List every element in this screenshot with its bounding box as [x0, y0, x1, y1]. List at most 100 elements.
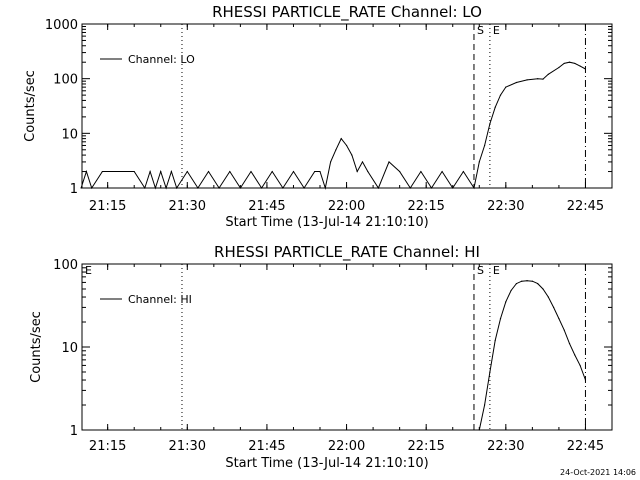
x-tick-label: 22:30	[487, 199, 524, 214]
time-marker-label: E	[85, 264, 92, 277]
chart-title: RHESSI PARTICLE_RATE Channel: LO	[212, 3, 482, 22]
data-point	[282, 187, 284, 189]
x-tick-label: 22:00	[328, 199, 365, 214]
data-point	[409, 187, 411, 189]
plot-frame	[81, 263, 613, 431]
data-point	[144, 187, 146, 189]
data-point	[505, 301, 507, 303]
x-tick-label: 21:45	[248, 439, 285, 454]
data-point	[330, 161, 332, 163]
data-point	[553, 306, 555, 308]
x-tick-label: 22:15	[407, 199, 444, 214]
data-point	[335, 149, 337, 151]
data-point	[303, 187, 305, 189]
x-tick-label: 21:30	[169, 439, 206, 454]
series-line	[80, 61, 586, 190]
data-point	[483, 404, 486, 406]
data-point	[85, 170, 88, 173]
data-point	[526, 79, 528, 81]
series-line	[478, 280, 586, 431]
data-point	[314, 170, 316, 173]
data-point	[292, 170, 295, 173]
data-point	[489, 123, 491, 125]
data-point	[542, 78, 544, 80]
legend-label: Channel: HI	[128, 293, 192, 306]
data-point	[430, 187, 433, 189]
data-point	[367, 170, 369, 173]
data-point	[361, 161, 364, 163]
data-point	[101, 170, 103, 173]
time-marker-label: S	[477, 24, 484, 37]
data-point	[239, 187, 241, 189]
data-point	[388, 161, 390, 163]
data-point	[547, 296, 549, 298]
data-point	[229, 170, 231, 173]
data-point	[176, 187, 178, 189]
data-point	[574, 62, 576, 65]
data-point	[563, 329, 565, 331]
y-tick-label: 1	[70, 182, 78, 197]
data-point	[351, 154, 353, 156]
y-axis-label: Counts/sec	[23, 70, 38, 142]
data-point	[542, 288, 544, 290]
data-point	[149, 170, 151, 173]
data-point	[547, 73, 549, 75]
data-point	[345, 144, 348, 147]
data-point	[377, 187, 380, 189]
data-point	[499, 317, 502, 320]
data-point	[80, 187, 82, 189]
data-point	[218, 187, 220, 189]
x-tick-label: 22:00	[328, 439, 365, 454]
data-point	[356, 170, 358, 173]
data-point	[563, 62, 565, 65]
data-point	[473, 187, 475, 189]
x-tick-label: 21:15	[89, 199, 126, 214]
data-point	[579, 364, 581, 367]
data-point	[568, 342, 571, 345]
data-point	[489, 371, 491, 373]
time-marker-label: S	[477, 264, 484, 277]
data-point	[526, 280, 528, 282]
legend-label: Channel: LO	[128, 53, 195, 66]
data-point	[420, 170, 422, 173]
data-point	[494, 339, 496, 342]
data-point	[441, 170, 443, 173]
x-tick-label: 22:15	[407, 439, 444, 454]
x-tick-label: 21:15	[89, 439, 126, 454]
data-point	[154, 187, 157, 189]
y-axis-label: Counts/sec	[29, 311, 44, 383]
timestamp: 24-Oct-2021 14:06	[560, 468, 636, 477]
data-point	[584, 68, 587, 70]
data-point	[510, 289, 512, 292]
data-point	[91, 187, 93, 189]
data-point	[494, 106, 496, 108]
y-tick-label: 1	[70, 424, 78, 439]
data-point	[186, 170, 188, 173]
data-point	[568, 61, 571, 63]
plot-frame	[81, 23, 613, 189]
data-point	[399, 170, 401, 173]
data-point	[499, 94, 502, 96]
data-point	[558, 66, 560, 69]
y-tick-label: 100	[53, 73, 78, 88]
x-axis-label: Start Time (13-Jul-14 21:10:10)	[225, 215, 428, 230]
y-tick-label: 10	[61, 127, 78, 142]
data-point	[324, 187, 326, 189]
data-point	[521, 280, 523, 282]
data-point	[515, 81, 518, 84]
data-point	[271, 170, 273, 173]
data-point	[558, 317, 560, 320]
x-tick-label: 21:30	[169, 199, 206, 214]
data-point	[579, 65, 581, 67]
x-tick-label: 22:45	[567, 199, 604, 214]
x-axis-label: Start Time (13-Jul-14 21:10:10)	[225, 456, 428, 471]
time-marker-label: E	[493, 264, 500, 277]
data-point	[319, 170, 321, 173]
data-point	[462, 170, 464, 173]
data-point	[165, 187, 167, 189]
y-tick-label: 100	[53, 258, 78, 273]
data-point	[478, 161, 480, 163]
data-point	[574, 354, 576, 356]
data-point	[207, 170, 210, 173]
